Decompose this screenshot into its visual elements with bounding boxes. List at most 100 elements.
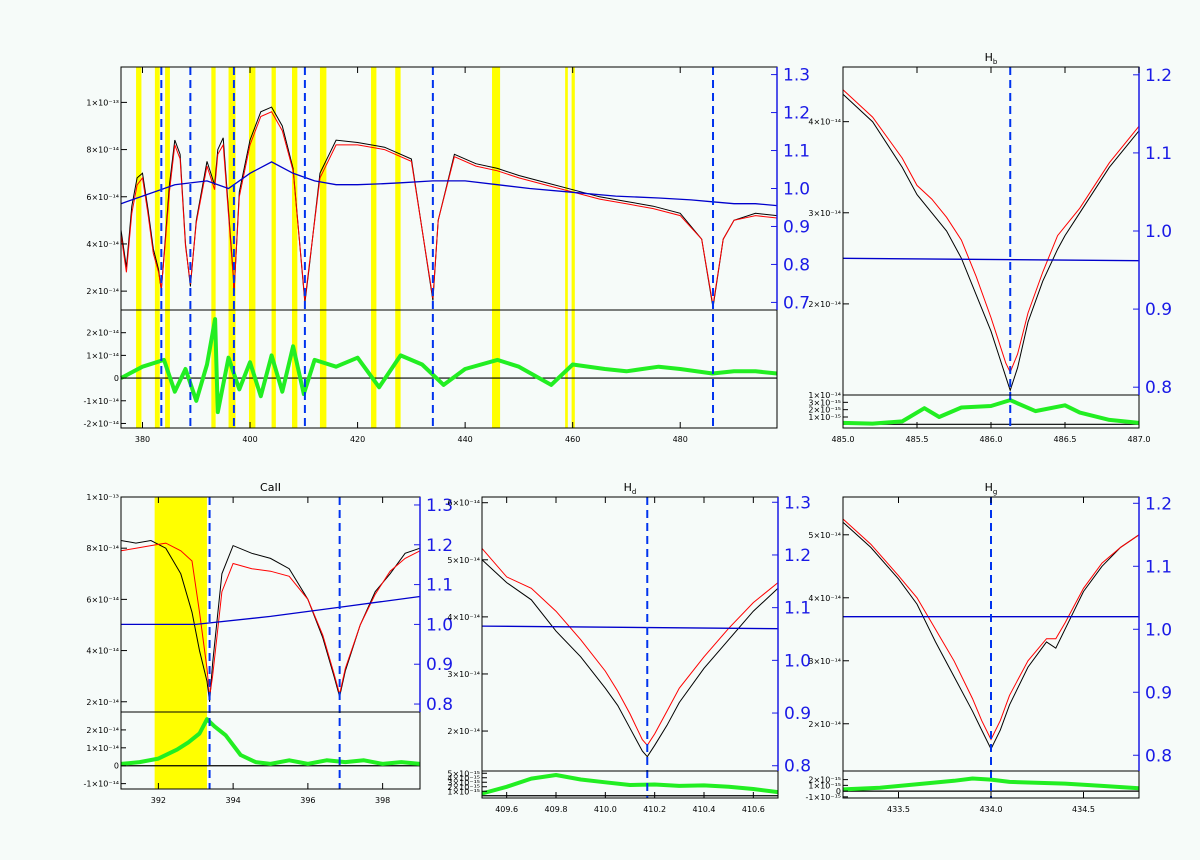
right-tick-label: 1.3 [784,493,811,513]
right-tick-label: 0.9 [1145,683,1172,703]
right-tick-label: 0.9 [1145,300,1172,320]
panel-title-main: H [985,51,993,64]
x-tick-label: 410.2 [643,805,666,814]
right-tick-label: 1.1 [1145,557,1172,577]
y-tick-label: 6×10⁻¹⁴ [86,595,119,604]
y-tick-label: 1×10⁻¹³ [86,493,119,502]
right-tick-label: 1.2 [1145,66,1172,86]
h-delta-panel: 2×10⁻¹⁴ 3×10⁻¹⁴ 4×10⁻¹⁴ 5×10⁻¹⁴ 6×10⁻¹⁴ 1×10⁻… [447,481,811,814]
x-tick-label: 410.6 [742,805,765,814]
panel-title: CaII [260,481,281,494]
right-tick-label: 0.8 [1145,378,1172,398]
mask-region [154,67,160,428]
x-tick-label: 433.5 [887,805,910,814]
y-tick-label: 8×10⁻¹⁴ [86,146,119,155]
right-tick-label: 1.1 [1145,144,1172,164]
plot-frame [120,66,778,429]
right-tick-label: 0.9 [426,655,453,675]
residual-tick-label: 1×10⁻¹⁴ [86,351,119,360]
right-tick-label: 1.1 [426,576,453,596]
observed-spectrum [842,93,1140,393]
x-tick-label: 440 [457,435,472,444]
right-tick-label: 0.9 [784,704,811,724]
residual-series [842,398,1140,426]
right-tick-label: 1.0 [1145,222,1172,242]
y-tick-label: 3×10⁻¹⁴ [808,209,841,218]
residual-tick-label: 3×10⁻¹⁵ [447,778,480,787]
x-tick-label: 487.0 [1128,435,1151,444]
residual-tick-label: 3×10⁻¹⁵ [808,398,841,407]
y-tick-label: 6×10⁻¹⁴ [447,499,480,508]
x-tick-label: 460 [565,435,580,444]
mask-region [371,67,377,428]
x-tick-label: 410.0 [594,805,617,814]
mask-region [319,67,327,428]
x-tick-label: 394 [225,796,240,805]
x-tick-label: 380 [135,435,150,444]
model-spectrum [120,111,778,306]
plot-frame [481,496,779,799]
panel-title-subscript: b [993,58,998,66]
model-spectrum [120,542,421,697]
right-tick-label: 1.2 [783,104,810,124]
caii-panel: 2×10⁻¹⁴ 4×10⁻¹⁴ 6×10⁻¹⁴ 8×10⁻¹⁴ 1×10⁻¹³ -1×10… [84,481,454,805]
right-tick-label: 0.9 [783,217,810,237]
model-spectrum [842,89,1140,374]
residual-tick-label: 0 [114,374,119,383]
mask-region [165,67,170,428]
mask-region [571,67,575,428]
observed-spectrum [120,106,778,308]
x-tick-label: 486.0 [980,435,1003,444]
y-tick-label: 2×10⁻¹⁴ [86,287,119,296]
y-tick-label: 1×10⁻¹³ [86,98,119,107]
y-tick-label: 2×10⁻¹⁴ [808,300,841,309]
x-tick-label: 420 [350,435,365,444]
right-tick-label: 0.8 [784,757,811,777]
panel-title-main: H [985,481,993,494]
y-tick-label: 6×10⁻¹⁴ [86,193,119,202]
y-tick-label: 3×10⁻¹⁴ [447,670,480,679]
mask-region [565,67,568,428]
x-tick-label: 480 [673,435,688,444]
residual-tick-label: 2×10⁻¹⁵ [808,406,841,415]
y-tick-label: 4×10⁻¹⁴ [86,240,119,249]
residual-tick-label: 5×10⁻¹⁵ [447,769,480,778]
panel-title: Hb [985,51,998,66]
x-tick-label: 434.0 [980,805,1003,814]
h-beta-panel: 1×10⁻¹⁴ 2×10⁻¹⁴ 3×10⁻¹⁴ 4×10⁻¹⁴ 1×10⁻¹⁵2×10⁻… [808,51,1172,444]
y-tick-label: 4×10⁻¹⁴ [808,594,841,603]
residual-tick-label: 1×10⁻¹⁵ [447,787,480,796]
panel-title: Hd [624,481,637,496]
x-tick-label: 409.8 [545,805,568,814]
y-tick-label: 4×10⁻¹⁴ [86,647,119,656]
right-tick-label: 1.2 [1145,494,1172,514]
observed-spectrum [481,559,779,758]
x-tick-label: 434.5 [1072,805,1095,814]
mask-region [248,67,256,428]
residual-tick-label: -1×10⁻¹⁴ [84,780,120,789]
continuum-curve [481,625,779,630]
x-tick-label: 486.5 [1054,435,1077,444]
continuum-curve [842,257,1140,262]
full-spectrum-panel: 2×10⁻¹⁴ 4×10⁻¹⁴ 6×10⁻¹⁴ 8×10⁻¹⁴ 1×10⁻¹³ -2×10… [84,66,811,444]
residual-tick-label: 0 [114,762,119,771]
right-tick-label: 1.3 [783,66,810,86]
mask-region [395,67,401,428]
y-tick-label: 4×10⁻¹⁴ [808,118,841,127]
residual-tick-label: 0 [836,787,841,796]
y-tick-label: 2×10⁻¹⁴ [447,727,480,736]
panel-title-main: H [624,481,632,494]
x-tick-label: 398 [375,796,390,805]
residual-tick-label: 1×10⁻¹⁴ [86,744,119,753]
residual-tick-label: 2×10⁻¹⁴ [86,329,119,338]
x-tick-label: 400 [242,435,257,444]
x-tick-label: 396 [300,796,315,805]
y-tick-label: 2×10⁻¹⁴ [808,720,841,729]
continuum-curve [121,595,421,626]
right-tick-label: 0.8 [426,695,453,715]
plot-frame [842,66,1140,429]
continuum-curve [120,161,778,207]
right-tick-label: 1.0 [784,651,811,671]
y-tick-label: 3×10⁻¹⁴ [808,657,841,666]
